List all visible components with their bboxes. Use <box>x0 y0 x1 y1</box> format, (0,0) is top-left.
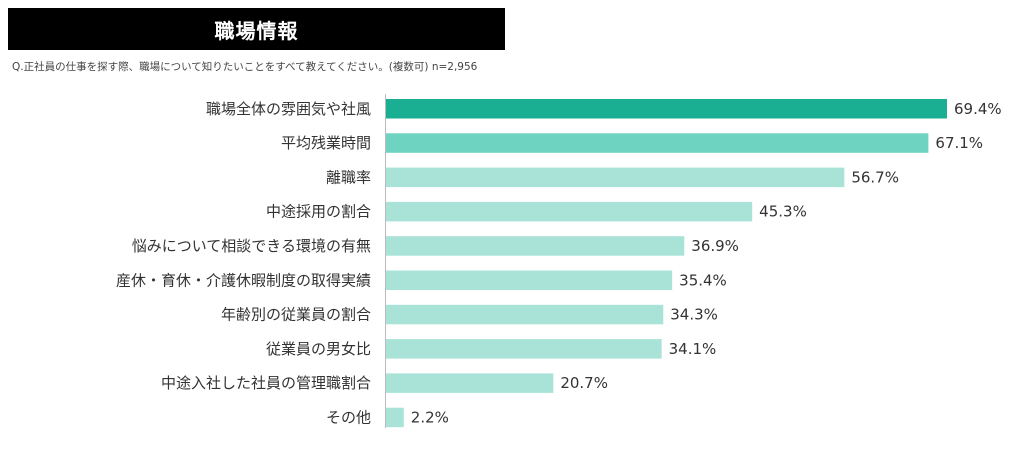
category-label-3: 中途採用の割合 <box>266 203 371 221</box>
page-title: 職場情報 <box>214 18 299 43</box>
bar-1 <box>386 133 929 153</box>
bar-0 <box>386 99 947 119</box>
category-label-4: 悩みについて相談できる環境の有無 <box>132 237 371 255</box>
value-label-9: 2.2% <box>411 408 449 426</box>
bar-2 <box>386 167 845 188</box>
category-label-8: 中途入社した社員の管理職割合 <box>161 374 371 392</box>
value-label-2: 56.7% <box>851 168 899 186</box>
category-label-1: 平均残業時間 <box>281 134 371 152</box>
category-label-7: 従業員の男女比 <box>266 340 371 358</box>
category-label-6: 年齢別の従業員の割合 <box>221 306 371 324</box>
value-label-6: 34.3% <box>670 306 718 324</box>
category-label-9: その他 <box>326 408 371 426</box>
bar-8 <box>386 373 554 393</box>
bar-7 <box>386 339 662 359</box>
value-label-1: 67.1% <box>935 134 983 152</box>
value-label-3: 45.3% <box>759 203 807 221</box>
bar-3 <box>386 201 753 222</box>
value-label-4: 36.9% <box>691 237 739 255</box>
category-label-5: 産休・育休・介護休暇制度の取得実績 <box>116 271 371 289</box>
value-label-5: 35.4% <box>679 271 727 289</box>
value-label-8: 20.7% <box>560 374 608 392</box>
bar-4 <box>386 236 685 256</box>
bar-6 <box>386 304 664 325</box>
title-banner: 職場情報 <box>8 8 505 50</box>
value-label-0: 69.4% <box>954 100 1002 118</box>
bar-5 <box>386 270 673 290</box>
value-label-7: 34.1% <box>669 340 717 358</box>
bar-9 <box>386 407 404 428</box>
category-label-0: 職場全体の雰囲気や社風 <box>206 100 371 118</box>
survey-question: Q.正社員の仕事を探す際、職場について知りたいことをすべて教えてください。(複数… <box>12 61 478 73</box>
category-label-2: 離職率 <box>326 168 371 186</box>
